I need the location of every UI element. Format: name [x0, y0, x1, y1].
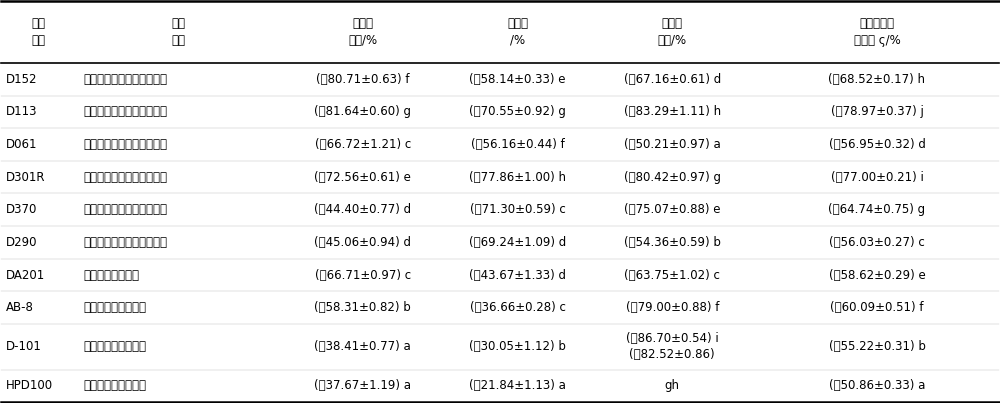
Text: 大孔弱酸性阳离子交换树脂: 大孔弱酸性阳离子交换树脂 — [84, 73, 168, 86]
Text: (（77.86±1.00) h: (（77.86±1.00) h — [469, 170, 566, 184]
Text: (（54.36±0.59) b: (（54.36±0.59) b — [624, 236, 721, 249]
Text: (（36.66±0.28) c: (（36.66±0.28) c — [470, 301, 565, 314]
Text: DA201: DA201 — [6, 268, 45, 282]
Text: gh: gh — [665, 380, 680, 393]
Text: (（75.07±0.88) e: (（75.07±0.88) e — [624, 203, 721, 216]
Text: (（56.16±0.44) f: (（56.16±0.44) f — [471, 138, 564, 151]
Text: (（67.16±0.61) d: (（67.16±0.61) d — [624, 73, 721, 86]
Text: (（80.42±0.97) g: (（80.42±0.97) g — [624, 170, 721, 184]
Text: (（77.00±0.21) i: (（77.00±0.21) i — [831, 170, 923, 184]
Text: D370: D370 — [6, 203, 37, 216]
Text: (（21.84±1.13) a: (（21.84±1.13) a — [469, 380, 566, 393]
Text: (（55.22±0.31) b: (（55.22±0.31) b — [829, 340, 925, 353]
Text: 弱极性大孔吸附树脂: 弱极性大孔吸附树脂 — [84, 301, 147, 314]
Text: (（66.71±0.97) c: (（66.71±0.97) c — [315, 268, 411, 282]
Text: (（68.52±0.17) h: (（68.52±0.17) h — [828, 73, 925, 86]
Text: 综合吸附效
应指数 ς/%: 综合吸附效 应指数 ς/% — [854, 17, 900, 47]
Text: (（58.14±0.33) e: (（58.14±0.33) e — [469, 73, 566, 86]
Text: (（72.56±0.61) e: (（72.56±0.61) e — [314, 170, 411, 184]
Text: (（71.30±0.59) c: (（71.30±0.59) c — [470, 203, 565, 216]
Text: (（37.67±1.19) a: (（37.67±1.19) a — [314, 380, 411, 393]
Text: (（43.67±1.33) d: (（43.67±1.33) d — [469, 268, 566, 282]
Text: AB-8: AB-8 — [6, 301, 34, 314]
Text: HPD100: HPD100 — [6, 380, 53, 393]
Text: 大孔强酸性阳离子交换树脂: 大孔强酸性阳离子交换树脂 — [84, 138, 168, 151]
Text: 多糖保
留率/%: 多糖保 留率/% — [658, 17, 687, 47]
Text: 大孔强碱性阴离子交换树脂: 大孔强碱性阴离子交换树脂 — [84, 236, 168, 249]
Text: 大孔弱酸性阳离子交换树脂: 大孔弱酸性阳离子交换树脂 — [84, 106, 168, 118]
Text: 树脂
类型: 树脂 类型 — [171, 17, 185, 47]
Text: 非极性大孔吸附树脂: 非极性大孔吸附树脂 — [84, 380, 147, 393]
Text: (（86.70±0.54) i
(（82.52±0.86): (（86.70±0.54) i (（82.52±0.86) — [626, 332, 719, 361]
Text: D061: D061 — [6, 138, 37, 151]
Text: (（30.05±1.12) b: (（30.05±1.12) b — [469, 340, 566, 353]
Text: 脱色率
/%: 脱色率 /% — [507, 17, 528, 47]
Text: D290: D290 — [6, 236, 37, 249]
Text: 蛋白去
除率/%: 蛋白去 除率/% — [348, 17, 377, 47]
Text: (（70.55±0.92) g: (（70.55±0.92) g — [469, 106, 566, 118]
Text: 非极性大孔吸附树脂: 非极性大孔吸附树脂 — [84, 340, 147, 353]
Text: (（78.97±0.37) j: (（78.97±0.37) j — [831, 106, 923, 118]
Text: (（50.21±0.97) a: (（50.21±0.97) a — [624, 138, 721, 151]
Text: 大孔弱碱性阴离子交换树脂: 大孔弱碱性阴离子交换树脂 — [84, 170, 168, 184]
Text: (（44.40±0.77) d: (（44.40±0.77) d — [314, 203, 411, 216]
Text: (（80.71±0.63) f: (（80.71±0.63) f — [316, 73, 409, 86]
Text: 极性大孔吸附树脂: 极性大孔吸附树脂 — [84, 268, 140, 282]
Text: (（50.86±0.33) a: (（50.86±0.33) a — [829, 380, 925, 393]
Text: (（66.72±1.21) c: (（66.72±1.21) c — [315, 138, 411, 151]
Text: D301R: D301R — [6, 170, 45, 184]
Text: (（83.29±1.11) h: (（83.29±1.11) h — [624, 106, 721, 118]
Text: (（38.41±0.77) a: (（38.41±0.77) a — [314, 340, 411, 353]
Text: (（45.06±0.94) d: (（45.06±0.94) d — [314, 236, 411, 249]
Text: D-101: D-101 — [6, 340, 42, 353]
Text: (（58.62±0.29) e: (（58.62±0.29) e — [829, 268, 925, 282]
Text: (（56.95±0.32) d: (（56.95±0.32) d — [829, 138, 925, 151]
Text: (（69.24±1.09) d: (（69.24±1.09) d — [469, 236, 566, 249]
Text: 大孔弱碱性阴离子交换树脂: 大孔弱碱性阴离子交换树脂 — [84, 203, 168, 216]
Text: (（81.64±0.60) g: (（81.64±0.60) g — [314, 106, 411, 118]
Text: D113: D113 — [6, 106, 37, 118]
Text: (（56.03±0.27) c: (（56.03±0.27) c — [829, 236, 925, 249]
Text: D152: D152 — [6, 73, 37, 86]
Text: 树脂
名称: 树脂 名称 — [31, 17, 45, 47]
Text: (（63.75±1.02) c: (（63.75±1.02) c — [624, 268, 720, 282]
Text: (（64.74±0.75) g: (（64.74±0.75) g — [828, 203, 926, 216]
Text: (（58.31±0.82) b: (（58.31±0.82) b — [314, 301, 411, 314]
Text: (（60.09±0.51) f: (（60.09±0.51) f — [830, 301, 924, 314]
Text: (（79.00±0.88) f: (（79.00±0.88) f — [626, 301, 719, 314]
